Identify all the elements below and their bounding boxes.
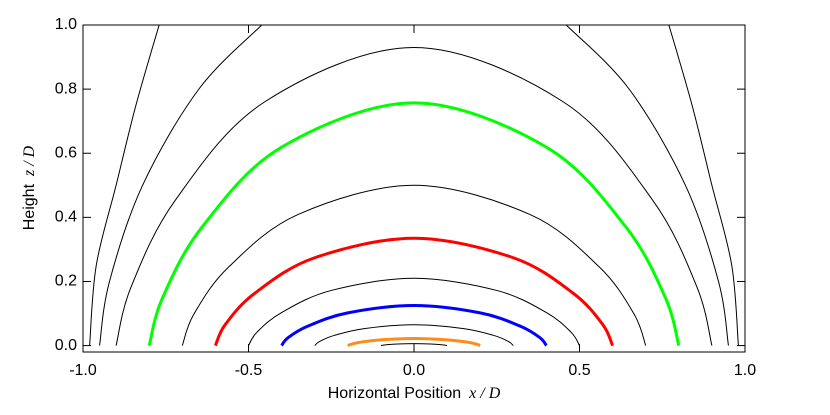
y-tick-label: 0.8 — [55, 80, 77, 97]
x-tick-label: 0.0 — [403, 362, 425, 379]
field-line — [99, 25, 729, 346]
x-tick-label: 0.5 — [568, 362, 590, 379]
x-tick-label: -0.5 — [235, 362, 263, 379]
curves — [89, 25, 739, 347]
y-axis-label-text: Height — [21, 183, 38, 230]
field-line — [214, 236, 614, 347]
field-line — [89, 25, 739, 346]
field-line — [248, 277, 580, 346]
field-line — [181, 184, 647, 346]
y-tick-label: 0.6 — [55, 144, 77, 161]
x-tick-label: 1.0 — [734, 362, 756, 379]
x-axis-label-text: Horizontal Position — [328, 385, 461, 402]
field-line — [314, 324, 514, 346]
y-tick-label: 0.2 — [55, 273, 77, 290]
y-axis-label-var: z / D — [21, 145, 38, 177]
y-tick-label: 1.0 — [55, 16, 77, 33]
plot-frame — [82, 24, 746, 353]
y-axis-label: Height z / D — [21, 145, 39, 230]
field-line — [280, 304, 548, 347]
y-tick-label: 0.0 — [55, 337, 77, 354]
field-line — [347, 337, 481, 347]
x-axis-label: Horizontal Position x / D — [328, 385, 501, 403]
field-line — [115, 46, 713, 346]
field-line — [380, 343, 448, 347]
x-axis-label-var: x / D — [468, 385, 501, 402]
y-tick-label: 0.4 — [55, 209, 77, 226]
field-line — [147, 101, 681, 346]
x-tick-label: -1.0 — [69, 362, 97, 379]
